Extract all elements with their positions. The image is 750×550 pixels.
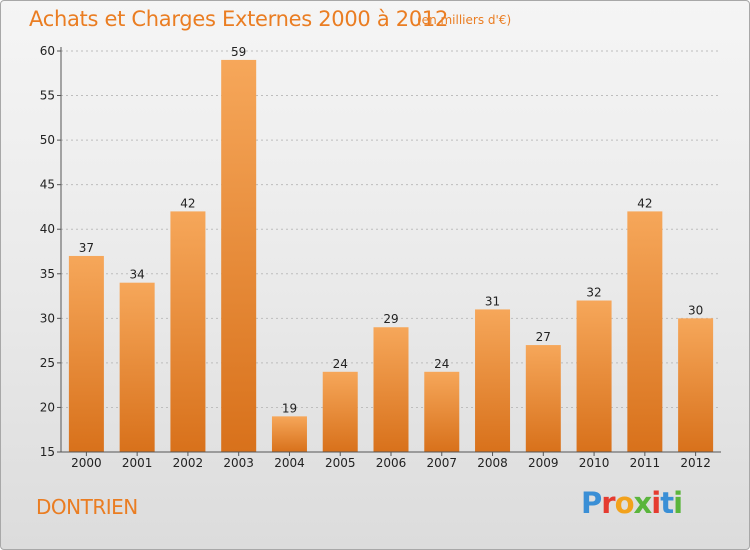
data-label: 32	[586, 286, 601, 300]
bar-2011[interactable]	[627, 211, 663, 452]
data-label: 27	[536, 330, 551, 344]
chart-title: Achats et Charges Externes 2000 à 2012	[29, 7, 449, 31]
data-label: 31	[485, 294, 500, 308]
data-label: 29	[383, 312, 398, 326]
logo-letter: t	[660, 486, 674, 520]
logo-letter: x	[633, 486, 653, 520]
bars	[68, 59, 714, 453]
bar-2001[interactable]	[119, 282, 155, 452]
bar-2007[interactable]	[424, 371, 460, 452]
x-tick-label: 2012	[680, 456, 711, 470]
x-tick-label: 2000	[71, 456, 102, 470]
city-name: DONTRIEN	[36, 495, 138, 519]
y-tick-label: 55	[40, 89, 55, 103]
y-tick-label: 30	[40, 311, 55, 325]
bar-2005[interactable]	[322, 371, 358, 452]
data-label: 59	[231, 45, 246, 59]
logo-letter: P	[581, 486, 602, 520]
y-tick-label: 60	[40, 44, 55, 58]
x-tick-label: 2005	[325, 456, 356, 470]
x-tick-label: 2002	[173, 456, 204, 470]
y-tick-label: 15	[40, 445, 55, 459]
proxiti-logo[interactable]: Proxiti	[581, 486, 683, 520]
logo-letter: r	[601, 486, 615, 520]
y-tick-label: 35	[40, 267, 55, 281]
bar-2004[interactable]	[271, 416, 307, 452]
bar-2008[interactable]	[475, 309, 511, 452]
logo-letter: i	[673, 486, 683, 520]
chart-unit-note: (en milliers d'€)	[417, 13, 512, 27]
y-tick-label: 40	[40, 222, 55, 236]
bar-2000[interactable]	[68, 255, 104, 452]
data-label: 24	[333, 357, 348, 371]
bar-2006[interactable]	[373, 327, 409, 452]
data-label: 42	[180, 196, 195, 210]
x-tick-label: 2006	[376, 456, 407, 470]
axes	[57, 47, 721, 456]
logo-letter: i	[651, 486, 661, 520]
y-tick-label: 20	[40, 400, 55, 414]
y-tick-label: 50	[40, 133, 55, 147]
x-tick-label: 2010	[579, 456, 610, 470]
logo-letter: o	[614, 486, 635, 520]
y-tick-label: 25	[40, 356, 55, 370]
x-tick-label: 2011	[630, 456, 661, 470]
x-tick-label: 2008	[477, 456, 508, 470]
data-label: 24	[434, 357, 449, 371]
data-label: 30	[688, 303, 703, 317]
bar-2012[interactable]	[678, 318, 714, 452]
data-label: 34	[130, 268, 145, 282]
x-tick-label: 2009	[528, 456, 559, 470]
x-tick-label: 2007	[426, 456, 457, 470]
data-label: 37	[79, 241, 94, 255]
x-tick-label: 2004	[274, 456, 305, 470]
x-tick-label: 2003	[223, 456, 254, 470]
bar-2003[interactable]	[221, 59, 257, 453]
labels: 15 20 25 30 35 40 45 50 55 60 37 2000 34 2001 42 2002 59…	[40, 44, 711, 470]
bar-2002[interactable]	[170, 211, 206, 452]
data-label: 19	[282, 401, 297, 415]
bar-2010[interactable]	[576, 300, 612, 452]
data-label: 42	[637, 196, 652, 210]
y-tick-label: 45	[40, 178, 55, 192]
bar-2009[interactable]	[525, 345, 561, 452]
x-tick-label: 2001	[122, 456, 153, 470]
